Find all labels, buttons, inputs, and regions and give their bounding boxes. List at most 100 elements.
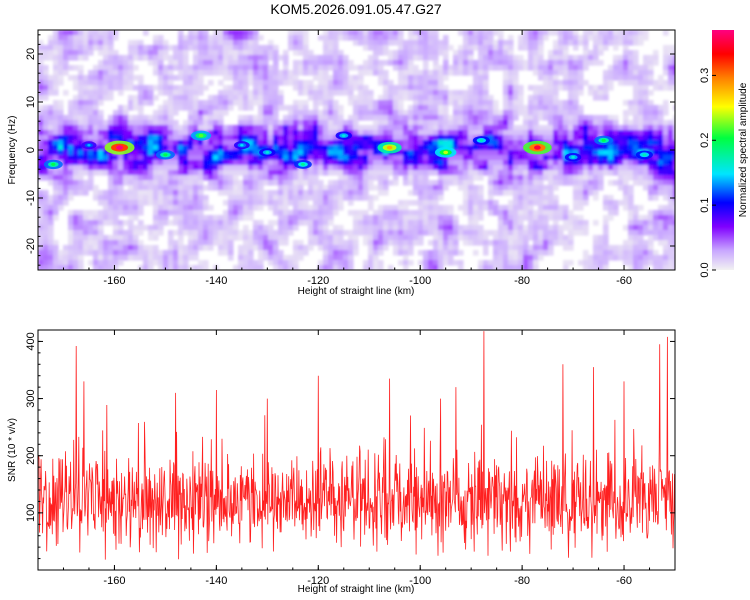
heat-cell <box>538 45 544 51</box>
heat-cell <box>548 190 554 196</box>
heat-cell <box>88 260 94 266</box>
heat-cell <box>508 190 514 196</box>
heat-cell <box>498 65 504 71</box>
heat-cell <box>428 210 434 216</box>
heat-cell <box>558 140 564 146</box>
heat-cell <box>598 240 604 246</box>
heat-cell <box>498 110 504 116</box>
heat-cell <box>168 240 174 246</box>
heat-cell <box>338 160 344 166</box>
heat-cell <box>283 80 289 86</box>
heat-cell <box>43 120 49 126</box>
heat-cell <box>173 245 179 251</box>
heat-cell <box>183 220 189 226</box>
heat-cell <box>313 140 319 146</box>
heat-cell <box>273 115 279 121</box>
heat-cell <box>278 230 284 236</box>
heat-cell <box>328 200 334 206</box>
heat-cell <box>668 230 674 236</box>
heat-cell <box>238 180 244 186</box>
heat-cell <box>98 165 104 171</box>
heat-cell <box>313 190 319 196</box>
heat-cell <box>493 190 499 196</box>
heat-cell <box>253 235 259 241</box>
heat-cell <box>103 120 109 126</box>
heat-cell <box>368 200 374 206</box>
heat-cell <box>663 60 669 66</box>
heat-cell <box>53 190 59 196</box>
heat-cell <box>393 225 399 231</box>
heat-cell <box>123 210 129 216</box>
heat-cell <box>578 110 584 116</box>
heat-cell <box>143 150 149 156</box>
heat-cell <box>548 50 554 56</box>
heat-cell <box>103 255 109 261</box>
heat-cell <box>208 105 214 111</box>
heat-cell <box>58 135 64 141</box>
heat-cell <box>593 130 599 136</box>
heat-cell <box>218 145 224 151</box>
heat-cell <box>93 35 99 41</box>
heat-cell <box>353 145 359 151</box>
heat-cell <box>148 125 154 131</box>
heat-cell <box>173 240 179 246</box>
heat-cell <box>608 145 614 151</box>
heat-cell <box>273 235 279 241</box>
heat-cell <box>373 250 379 256</box>
heat-cell <box>488 120 494 126</box>
heat-cell <box>418 150 424 156</box>
heat-cell <box>228 240 234 246</box>
heat-cell <box>508 80 514 86</box>
heat-cell <box>428 95 434 101</box>
heat-cell <box>423 225 429 231</box>
heat-cell <box>583 65 589 71</box>
heat-cell <box>48 120 54 126</box>
heat-cell <box>518 95 524 101</box>
heat-cell <box>308 235 314 241</box>
heat-cell <box>258 175 264 181</box>
heat-cell <box>458 95 464 101</box>
heat-cell <box>88 125 94 131</box>
heat-cell <box>468 100 474 106</box>
heat-cell <box>168 230 174 236</box>
heat-cell <box>453 175 459 181</box>
heat-cell <box>503 260 509 266</box>
heat-cell <box>193 265 199 270</box>
heat-cell <box>503 170 509 176</box>
heat-cell <box>198 165 204 171</box>
heat-cell <box>93 185 99 191</box>
heat-cell <box>418 125 424 131</box>
heat-cell <box>368 35 374 41</box>
heat-cell <box>563 65 569 71</box>
heat-cell <box>563 40 569 46</box>
heat-cell <box>453 240 459 246</box>
heat-cell <box>133 130 139 136</box>
heat-cell <box>223 90 229 96</box>
heat-cell <box>173 45 179 51</box>
heat-cell <box>583 145 589 151</box>
heat-cell <box>323 215 329 221</box>
heat-cell <box>293 40 299 46</box>
heat-cell <box>78 150 84 156</box>
heat-cell <box>418 140 424 146</box>
heat-cell <box>518 205 524 211</box>
heat-cell <box>158 175 164 181</box>
heat-cell <box>143 115 149 121</box>
heat-cell <box>663 125 669 131</box>
heat-cell <box>418 80 424 86</box>
heat-cell <box>78 80 84 86</box>
heat-cell <box>568 125 574 131</box>
heat-cell <box>328 125 334 131</box>
heat-cell <box>398 60 404 66</box>
heat-cell <box>98 130 104 136</box>
heat-cell <box>558 155 564 161</box>
heat-cell <box>658 105 664 111</box>
heat-cell <box>398 80 404 86</box>
heat-cell <box>263 110 269 116</box>
heat-cell <box>298 240 304 246</box>
heat-cell <box>278 75 284 81</box>
heat-cell <box>423 50 429 56</box>
heat-cell <box>43 175 49 181</box>
heat-cell <box>253 205 259 211</box>
heat-cell <box>633 110 639 116</box>
